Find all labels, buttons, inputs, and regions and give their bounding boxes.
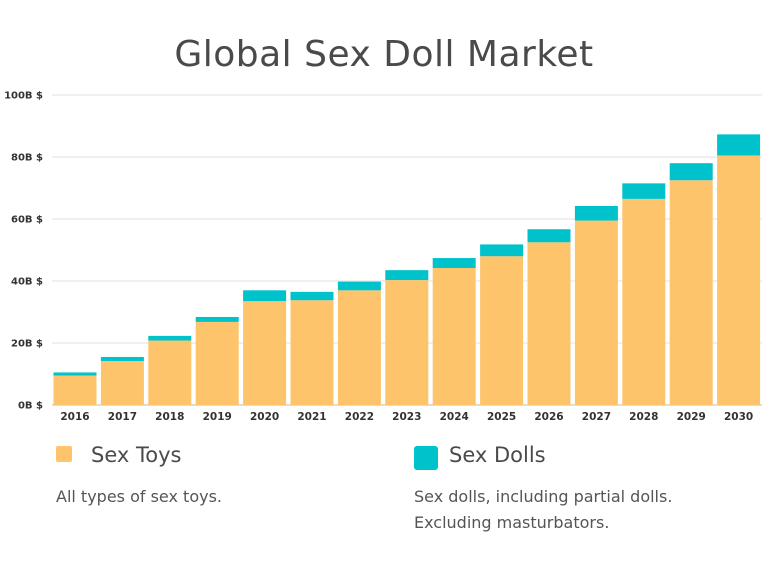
legend-swatch-sex-dolls — [414, 446, 438, 470]
x-tick-label: 2025 — [487, 411, 516, 423]
bar-sex-toys-2025 — [480, 256, 524, 405]
bar-sex-dolls-2025 — [480, 244, 524, 257]
x-tick-label: 2020 — [250, 411, 279, 423]
bar-sex-toys-2023 — [385, 280, 429, 405]
bar-sex-toys-2027 — [574, 220, 618, 405]
x-tick-label: 2030 — [724, 411, 753, 423]
bar-sex-dolls-2026 — [527, 229, 571, 243]
legend-label-sex-dolls: Sex Dolls — [449, 443, 546, 467]
x-tick-label: 2022 — [345, 411, 374, 423]
bar-sex-toys-2021 — [290, 300, 334, 405]
y-tick-label: 60B $ — [11, 215, 43, 226]
bar-sex-toys-2022 — [337, 290, 381, 405]
legend-description-sex-dolls: Sex dolls, including partial dolls. Excl… — [414, 487, 673, 532]
bar-sex-dolls-2017 — [100, 356, 144, 361]
bar-sex-toys-2018 — [148, 340, 192, 405]
bar-sex-toys-2016 — [53, 375, 97, 405]
y-tick-label: 0B $ — [18, 401, 43, 412]
bar-sex-dolls-2020 — [243, 290, 287, 302]
bar-sex-dolls-2021 — [290, 291, 334, 301]
bar-sex-dolls-2028 — [622, 183, 666, 199]
bar-sex-toys-2029 — [669, 180, 713, 405]
bar-sex-dolls-2027 — [574, 205, 618, 221]
bar-sex-dolls-2016 — [53, 372, 97, 376]
chart-plot-area: 0B $ 20B $ 40B $ 60B $ 80B $ 100B $ 2016 2017 20… — [4, 91, 762, 423]
chart-title: Global Sex Doll Market — [174, 34, 594, 75]
legend-swatch-sex-toys — [56, 446, 72, 462]
x-tick-label: 2016 — [60, 411, 89, 423]
bar-sex-dolls-2029 — [669, 163, 713, 181]
bar-sex-toys-2028 — [622, 198, 666, 405]
bar-sex-dolls-2030 — [717, 134, 761, 156]
bar-sex-toys-2030 — [717, 155, 761, 405]
bar-sex-toys-2017 — [100, 360, 144, 405]
legend-label-sex-toys: Sex Toys — [91, 443, 182, 467]
x-tick-label: 2026 — [534, 411, 563, 423]
x-tick-label: 2017 — [108, 411, 137, 423]
x-tick-label: 2029 — [677, 411, 706, 423]
bar-sex-toys-2024 — [432, 267, 476, 405]
y-tick-label: 80B $ — [11, 153, 43, 164]
y-tick-label: 100B $ — [4, 91, 43, 102]
legend-description-sex-toys: All types of sex toys. — [56, 487, 222, 506]
bar-sex-toys-2019 — [195, 321, 239, 405]
x-tick-label: 2021 — [297, 411, 326, 423]
bar-sex-dolls-2022 — [337, 281, 381, 291]
y-tick-label: 20B $ — [11, 339, 43, 350]
bar-sex-dolls-2024 — [432, 258, 476, 268]
x-tick-label: 2019 — [203, 411, 232, 423]
bar-sex-dolls-2018 — [148, 335, 192, 341]
bar-sex-dolls-2019 — [195, 316, 239, 322]
y-tick-label: 40B $ — [11, 277, 43, 288]
x-tick-label: 2027 — [582, 411, 611, 423]
bar-sex-dolls-2023 — [385, 270, 429, 281]
x-tick-label: 2018 — [155, 411, 184, 423]
x-tick-label: 2023 — [392, 411, 421, 423]
x-tick-label: 2028 — [629, 411, 658, 423]
bar-sex-toys-2020 — [243, 301, 287, 405]
x-tick-label: 2024 — [440, 411, 469, 423]
bar-sex-toys-2026 — [527, 242, 571, 405]
